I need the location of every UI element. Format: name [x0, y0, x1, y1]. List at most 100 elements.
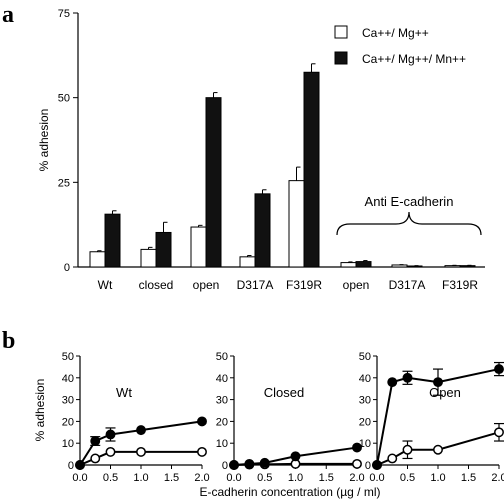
- x-tick-label: 1.5: [164, 472, 179, 484]
- y-tick-label: 10: [62, 438, 74, 450]
- bar: [391, 264, 408, 268]
- data-point: [259, 457, 270, 468]
- category-label: D317A: [389, 278, 426, 292]
- x-tick-label: 2.0: [491, 472, 504, 484]
- y-tick-label: 75: [58, 8, 70, 20]
- line-chart-open: 0 10 20 30 40 50 0.0 0.5 1.0 1.5 2.0 Open: [359, 351, 504, 484]
- data-point: [105, 429, 116, 440]
- data-point: [290, 451, 301, 462]
- x-tick-label: 1.0: [430, 472, 445, 484]
- x-axis-title: E-cadherin concentration (µg / ml): [200, 485, 381, 499]
- category-label: open: [343, 278, 370, 292]
- legend-label: Ca++/ Mg++: [362, 26, 429, 40]
- y-tick-label: 25: [58, 177, 70, 189]
- bar: [355, 261, 372, 268]
- x-tick-label: 0.0: [226, 472, 241, 484]
- bracket: [336, 211, 482, 236]
- y-tick-label: 40: [62, 373, 74, 385]
- plot-title: Open: [429, 385, 461, 400]
- panel-label-a: a: [2, 2, 14, 28]
- annotation-anti-e-cadherin: Anti E-cadherin: [365, 194, 454, 209]
- bar: [205, 97, 222, 268]
- x-tick-label: 0.0: [72, 472, 87, 484]
- y-tick-label: 50: [359, 351, 371, 363]
- x-tick-label: 1.0: [133, 472, 148, 484]
- x-tick-label: 1.5: [461, 472, 476, 484]
- data-point: [387, 453, 398, 464]
- data-point: [352, 458, 362, 469]
- bar: [155, 231, 172, 268]
- y-tick-label: 50: [62, 351, 74, 363]
- data-point: [387, 377, 398, 388]
- y-tick-label: 0: [68, 460, 74, 472]
- x-tick-label: 1.0: [288, 472, 303, 484]
- bar: [303, 71, 320, 268]
- data-point: [372, 460, 382, 470]
- y-tick-label: 50: [58, 93, 70, 105]
- y-tick-label: 0: [222, 460, 228, 472]
- bar: [89, 251, 106, 268]
- bar: [340, 262, 357, 268]
- data-point: [75, 460, 85, 470]
- legend-swatch: [334, 51, 348, 65]
- panel-label-b: b: [2, 328, 15, 354]
- category-label: F319R: [442, 278, 478, 292]
- category-label: D317A: [237, 278, 274, 292]
- y-tick-label: 30: [62, 395, 74, 407]
- data-point: [433, 377, 443, 388]
- bar-chart-panel-a: 0 25 50 75 % adhesion Wt closed open D317A F319R o…: [37, 8, 485, 292]
- plot-title: Closed: [264, 385, 304, 400]
- y-tick-label: 50: [216, 351, 228, 363]
- y-tick-label: 0: [64, 262, 70, 274]
- legend-swatch: [334, 25, 348, 39]
- y-tick-label: 20: [62, 416, 74, 428]
- data-point: [90, 453, 101, 464]
- category-label: open: [193, 278, 220, 292]
- data-point: [105, 446, 116, 457]
- x-tick-label: 0.0: [369, 472, 384, 484]
- category-label: Wt: [98, 278, 113, 292]
- y-tick-label: 10: [359, 438, 371, 450]
- bar: [459, 265, 476, 268]
- data-point: [402, 372, 413, 383]
- data-point: [136, 425, 146, 436]
- category-label: F319R: [286, 278, 322, 292]
- line-chart-wt: 0 10 20 30 40 50 0.0 0.5 1.0 1.5 2.0 Wt: [62, 351, 210, 484]
- x-tick-label: 0.5: [257, 472, 272, 484]
- y-tick-label: 0: [365, 460, 371, 472]
- bar: [239, 256, 256, 268]
- data-point: [402, 444, 413, 455]
- data-point: [90, 436, 101, 446]
- data-point: [229, 460, 239, 470]
- x-tick-label: 2.0: [194, 472, 209, 484]
- y-tick-label: 20: [359, 416, 371, 428]
- x-tick-label: 2.0: [349, 472, 364, 484]
- data-point: [244, 458, 255, 469]
- x-tick-label: 0.5: [400, 472, 415, 484]
- y-tick-label: 30: [216, 395, 228, 407]
- data-point: [494, 427, 504, 438]
- y-tick-label: 30: [359, 395, 371, 407]
- data-point: [494, 364, 504, 375]
- bar: [104, 213, 121, 268]
- category-label: closed: [139, 278, 174, 292]
- bar: [190, 226, 207, 268]
- y-tick-label: 20: [216, 416, 228, 428]
- y-axis-title: % adhesion: [33, 379, 47, 442]
- plot-title: Wt: [116, 385, 132, 400]
- bar: [140, 248, 157, 268]
- y-axis-title: % adhesion: [37, 109, 51, 172]
- data-point: [197, 446, 207, 457]
- y-tick-label: 10: [216, 438, 228, 450]
- data-point: [136, 446, 146, 457]
- data-point: [352, 442, 362, 453]
- line-chart-closed: 0 10 20 30 40 50 0.0 0.5 1.0 1.5 2.0 Closed: [216, 351, 365, 484]
- y-tick-label: 40: [216, 373, 228, 385]
- bar: [288, 180, 305, 268]
- x-tick-label: 0.5: [103, 472, 118, 484]
- bar: [444, 265, 461, 268]
- legend-label: Ca++/ Mg++/ Mn++: [362, 52, 466, 66]
- y-tick-label: 40: [359, 373, 371, 385]
